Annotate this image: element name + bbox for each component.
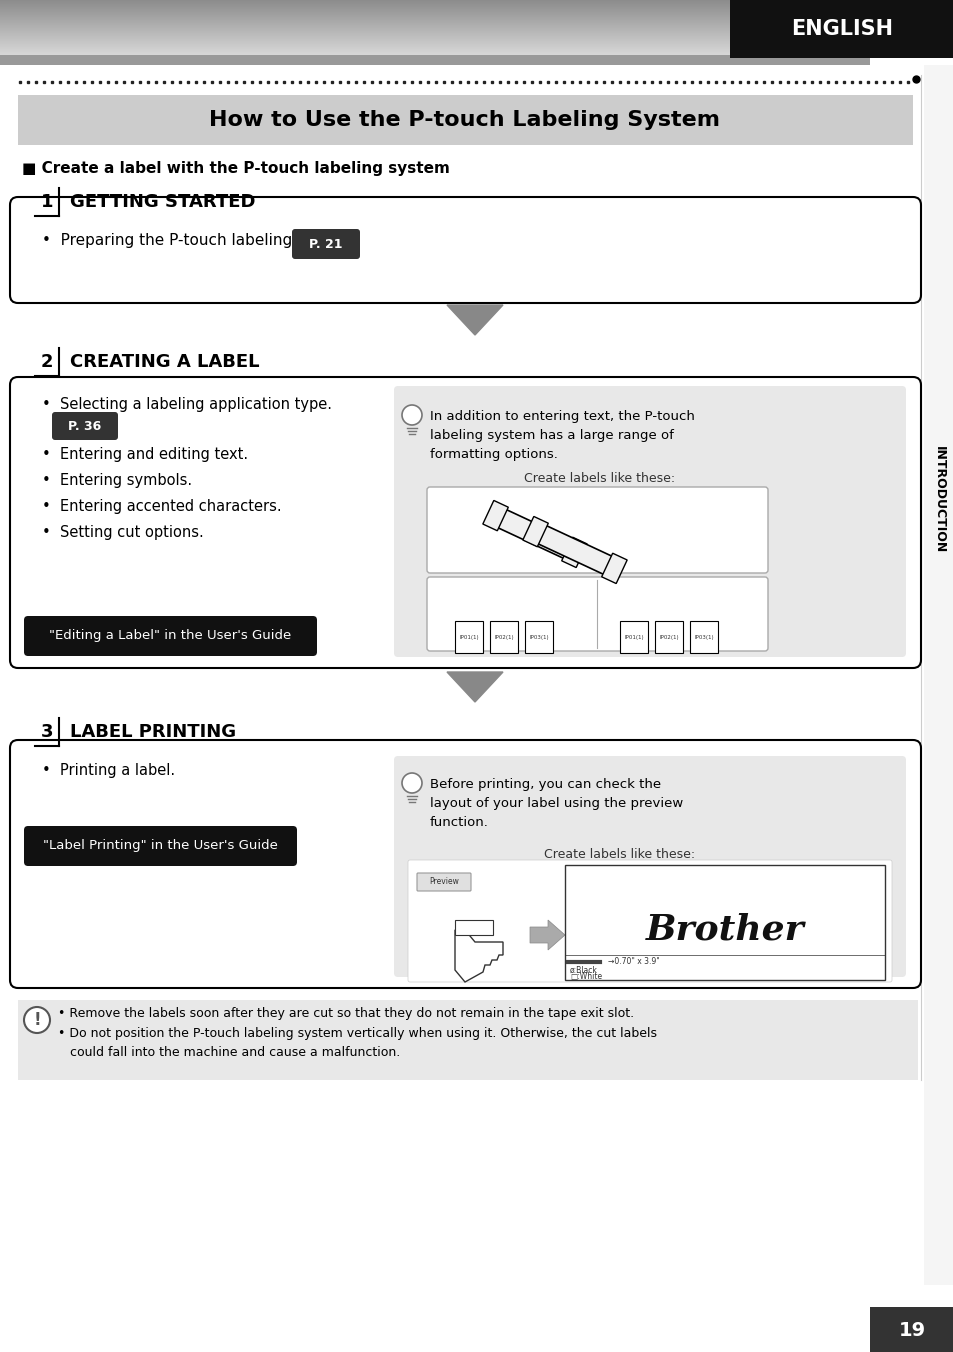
Text: INTRODUCTION: INTRODUCTION (931, 446, 944, 553)
Polygon shape (522, 516, 548, 546)
Bar (655, 621, 682, 653)
FancyBboxPatch shape (24, 617, 316, 656)
Polygon shape (530, 919, 564, 950)
Text: →0.70" x 3.9": →0.70" x 3.9" (607, 957, 659, 967)
Text: □:White: □:White (569, 972, 601, 982)
Text: P. 36: P. 36 (69, 419, 102, 433)
FancyBboxPatch shape (292, 228, 359, 260)
Bar (923, 65, 953, 1284)
Text: IP03(1): IP03(1) (694, 634, 713, 639)
Text: CREATING A LABEL: CREATING A LABEL (70, 353, 259, 370)
FancyBboxPatch shape (869, 1307, 947, 1352)
FancyBboxPatch shape (394, 756, 905, 977)
Text: •  Entering and editing text.: • Entering and editing text. (42, 448, 248, 462)
Text: •  Preparing the P-touch labeling system.: • Preparing the P-touch labeling system. (42, 233, 357, 247)
Circle shape (401, 406, 421, 425)
Polygon shape (497, 510, 573, 558)
FancyBboxPatch shape (416, 873, 471, 891)
Bar (490, 621, 517, 653)
Bar (18, 1000, 917, 1080)
FancyBboxPatch shape (427, 577, 767, 652)
Bar (455, 621, 482, 653)
Text: Brother: Brother (645, 913, 803, 946)
Text: ■ Create a label with the P-touch labeling system: ■ Create a label with the P-touch labeli… (22, 161, 450, 176)
Text: 2: 2 (41, 353, 53, 370)
Text: "Label Printing" in the User's Guide: "Label Printing" in the User's Guide (43, 840, 277, 853)
Text: IP03(1): IP03(1) (529, 634, 548, 639)
Text: •  Entering symbols.: • Entering symbols. (42, 473, 192, 488)
FancyBboxPatch shape (24, 826, 296, 867)
Text: Create labels like these:: Create labels like these: (524, 472, 675, 484)
Bar (729, 0, 953, 58)
Text: Preview: Preview (429, 877, 458, 887)
Text: GETTING STARTED: GETTING STARTED (70, 193, 255, 211)
Circle shape (24, 1007, 50, 1033)
Text: • Remove the labels soon after they are cut so that they do not remain in the ta: • Remove the labels soon after they are … (58, 1007, 634, 1021)
FancyBboxPatch shape (10, 377, 920, 668)
Text: •  Entering accented characters.: • Entering accented characters. (42, 499, 281, 515)
FancyBboxPatch shape (408, 860, 891, 982)
Bar (619, 621, 647, 653)
Text: In addition to entering text, the P-touch
labeling system has a large range of
f: In addition to entering text, the P-touc… (430, 410, 694, 461)
Text: Before printing, you can check the
layout of your label using the preview
functi: Before printing, you can check the layou… (430, 777, 682, 829)
Text: IP02(1): IP02(1) (494, 634, 514, 639)
Polygon shape (482, 500, 508, 531)
Text: 19: 19 (898, 1321, 924, 1340)
Text: • Do not position the P-touch labeling system vertically when using it. Otherwis: • Do not position the P-touch labeling s… (58, 1026, 657, 1040)
Polygon shape (537, 525, 613, 575)
Text: ø:Black: ø:Black (569, 965, 598, 975)
Text: •  Selecting a labeling application type.: • Selecting a labeling application type. (42, 397, 332, 412)
Text: "Editing a Label" in the User's Guide: "Editing a Label" in the User's Guide (49, 630, 291, 642)
Polygon shape (601, 553, 626, 584)
FancyBboxPatch shape (52, 412, 118, 439)
FancyBboxPatch shape (394, 387, 905, 657)
Text: P. 21: P. 21 (309, 238, 342, 250)
Bar (869, 1307, 953, 1352)
FancyBboxPatch shape (10, 740, 920, 988)
FancyBboxPatch shape (10, 197, 920, 303)
Bar (0, 55, 869, 65)
Text: IP01(1): IP01(1) (623, 634, 643, 639)
Text: ENGLISH: ENGLISH (790, 19, 892, 39)
Bar (18, 95, 912, 145)
Bar (524, 621, 553, 653)
Text: IP01(1): IP01(1) (458, 634, 478, 639)
Text: 3: 3 (41, 723, 53, 741)
Text: !: ! (33, 1011, 41, 1029)
Text: •  Setting cut options.: • Setting cut options. (42, 526, 204, 541)
Polygon shape (561, 537, 586, 568)
Text: IP02(1): IP02(1) (659, 634, 679, 639)
Text: LABEL PRINTING: LABEL PRINTING (70, 723, 236, 741)
FancyBboxPatch shape (427, 487, 767, 573)
Text: •  Printing a label.: • Printing a label. (42, 763, 175, 777)
Polygon shape (455, 930, 502, 982)
Polygon shape (447, 306, 502, 335)
Circle shape (401, 773, 421, 794)
Bar (564, 865, 884, 980)
Polygon shape (447, 672, 502, 702)
Text: 1: 1 (41, 193, 53, 211)
Bar (455, 919, 493, 936)
Bar (689, 621, 718, 653)
Text: How to Use the P-touch Labeling System: How to Use the P-touch Labeling System (210, 110, 720, 130)
Text: Create labels like these:: Create labels like these: (544, 849, 695, 861)
Text: could fall into the machine and cause a malfunction.: could fall into the machine and cause a … (58, 1045, 400, 1059)
